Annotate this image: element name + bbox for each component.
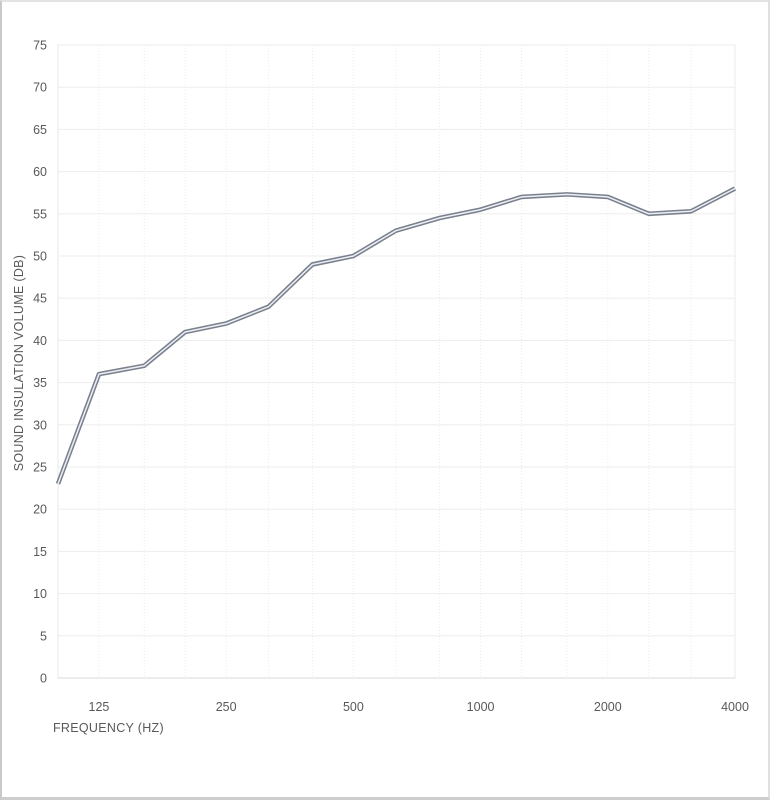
y-tick-label: 15 <box>33 545 47 559</box>
series-line-inner <box>57 187 736 485</box>
y-tick-label: 10 <box>33 587 47 601</box>
series-line-outer <box>55 186 737 485</box>
x-tick-label: 125 <box>89 700 110 714</box>
y-tick-label: 55 <box>33 207 47 221</box>
gridlines <box>57 44 736 679</box>
x-tick-label: 1000 <box>467 700 495 714</box>
y-tick-label: 5 <box>40 629 47 643</box>
tick-labels: 0 5 10 15 20 25 30 35 40 45 50 55 60 65 70 75 125 250 500 1… <box>33 39 749 715</box>
y-tick-label: 60 <box>33 165 47 179</box>
x-tick-label: 500 <box>343 700 364 714</box>
plot-area-border <box>57 44 736 679</box>
y-tick-label: 45 <box>33 292 47 306</box>
x-axis-title: FREQUENCY (HZ) <box>53 721 164 735</box>
y-tick-label: 0 <box>40 672 47 686</box>
x-tick-label: 250 <box>216 700 237 714</box>
x-tick-label: 2000 <box>594 700 622 714</box>
y-tick-label: 20 <box>33 503 47 517</box>
x-tick-label: 4000 <box>721 700 749 714</box>
y-axis-title: SOUND INSULATION VOLUME (DB) <box>12 255 26 472</box>
y-tick-label: 40 <box>33 334 47 348</box>
y-tick-label: 75 <box>33 39 47 53</box>
y-tick-label: 50 <box>33 250 47 264</box>
y-tick-label: 70 <box>33 81 47 95</box>
y-tick-label: 25 <box>33 461 47 475</box>
y-tick-label: 35 <box>33 376 47 390</box>
y-tick-label: 65 <box>33 123 47 137</box>
y-tick-label: 30 <box>33 418 47 432</box>
series-group <box>55 186 737 485</box>
